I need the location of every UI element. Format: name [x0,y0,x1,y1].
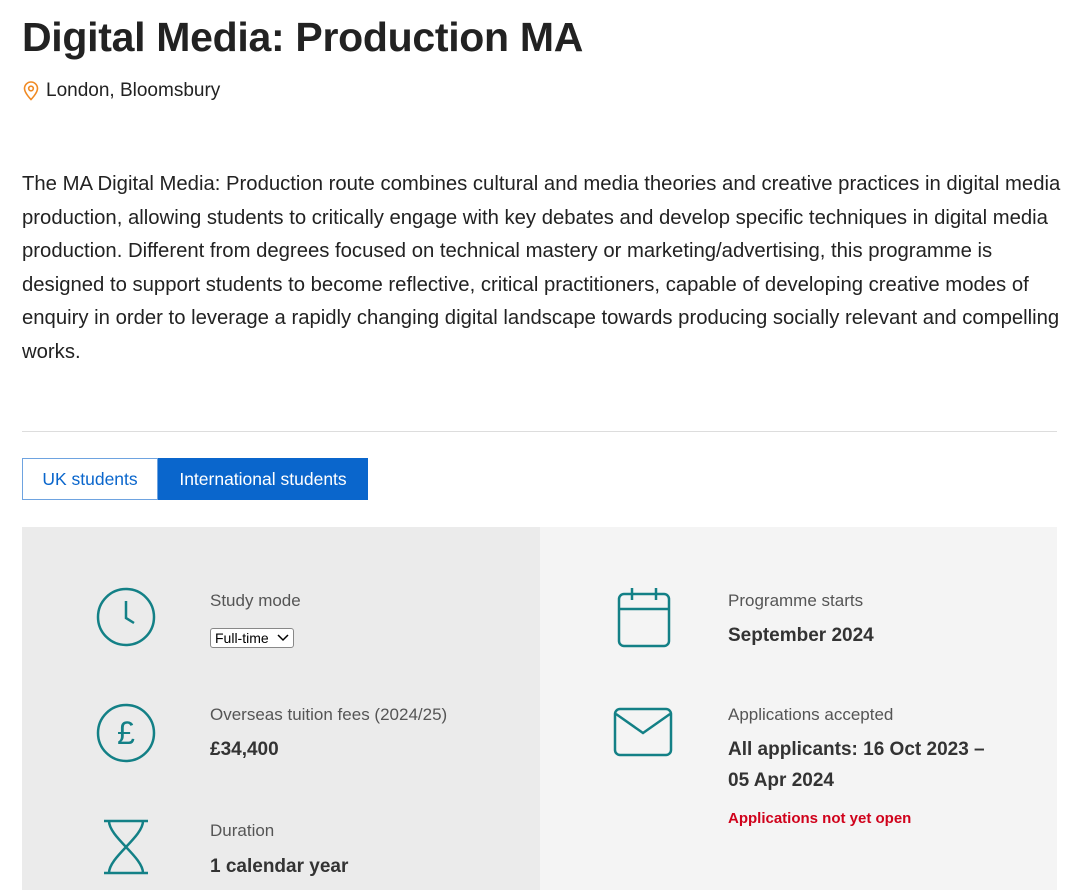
calendar-icon [614,587,674,649]
programme-description: The MA Digital Media: Production route c… [22,173,1061,363]
fees-label: Overseas tuition fees (2024/25) [210,705,448,724]
fees-value: £34,400 [210,739,279,760]
location-text: London, Bloomsbury [46,80,221,101]
programme-starts-value: September 2024 [728,625,874,646]
duration-value: 1 calendar year [210,856,349,877]
page-title: Digital Media: Production MA [22,14,584,60]
clock-icon [96,587,156,647]
location: London, Bloomsbury [22,80,220,102]
location-pin-icon [22,81,40,101]
hourglass-icon [103,819,149,875]
applications-dates-line1: All applicants: 16 Oct 2023 – [728,739,985,760]
applications-dates: All applicants: 16 Oct 2023 – 05 Apr 202… [728,734,985,796]
tab-uk-students[interactable]: UK students [22,458,158,500]
study-mode-label: Study mode [210,591,301,610]
svg-text:£: £ [117,715,135,751]
student-type-tabs: UK students International students [22,458,368,500]
envelope-icon [613,707,675,757]
study-mode-value: Full-time [215,630,269,646]
study-mode-select[interactable]: Full-time [210,628,294,648]
applications-label: Applications accepted [728,705,894,724]
key-facts-left-panel [22,527,540,890]
programme-starts-label: Programme starts [728,591,864,610]
pound-icon: £ [96,703,156,763]
applications-dates-line2: 05 Apr 2024 [728,770,834,791]
applications-status: Applications not yet open [728,810,912,827]
chevron-down-icon [277,634,289,642]
tab-international-students[interactable]: International students [158,458,368,500]
divider [22,431,1057,432]
duration-label: Duration [210,821,275,840]
